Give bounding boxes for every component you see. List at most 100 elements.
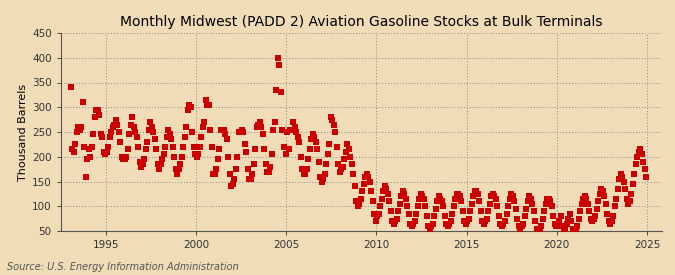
Point bbox=[608, 214, 619, 218]
Point bbox=[504, 197, 515, 201]
Point bbox=[187, 130, 198, 134]
Point bbox=[146, 125, 157, 129]
Point bbox=[161, 135, 172, 139]
Point bbox=[73, 125, 84, 129]
Point bbox=[570, 226, 581, 231]
Point bbox=[474, 199, 485, 204]
Point bbox=[225, 172, 236, 176]
Point bbox=[605, 221, 616, 226]
Point bbox=[399, 192, 410, 196]
Point bbox=[479, 221, 489, 226]
Point bbox=[215, 127, 226, 132]
Point bbox=[291, 130, 302, 134]
Point bbox=[372, 214, 383, 218]
Point bbox=[635, 147, 646, 152]
Point bbox=[207, 145, 217, 149]
Point bbox=[116, 155, 127, 159]
Point bbox=[349, 184, 360, 189]
Point bbox=[296, 167, 307, 171]
Point bbox=[447, 211, 458, 216]
Point bbox=[362, 174, 373, 179]
Point bbox=[100, 152, 111, 156]
Point bbox=[575, 209, 586, 213]
Point bbox=[602, 211, 613, 216]
Point bbox=[238, 130, 249, 134]
Point bbox=[313, 160, 324, 164]
Point bbox=[127, 115, 138, 119]
Point bbox=[277, 127, 288, 132]
Point bbox=[630, 162, 641, 166]
Point bbox=[497, 224, 508, 228]
Point bbox=[610, 204, 620, 208]
Point bbox=[579, 194, 590, 199]
Point bbox=[318, 177, 329, 181]
Point bbox=[441, 221, 452, 226]
Point bbox=[433, 194, 444, 199]
Title: Monthly Midwest (PADD 2) Aviation Gasoline Stocks at Bulk Terminals: Monthly Midwest (PADD 2) Aviation Gasoli… bbox=[120, 15, 602, 29]
Point bbox=[373, 211, 384, 216]
Point bbox=[357, 189, 368, 194]
Point bbox=[268, 127, 279, 132]
Point bbox=[563, 216, 574, 221]
Point bbox=[202, 103, 213, 107]
Point bbox=[542, 197, 553, 201]
Point bbox=[393, 209, 404, 213]
Point bbox=[84, 155, 95, 159]
Point bbox=[632, 155, 643, 159]
Point bbox=[321, 162, 331, 166]
Point bbox=[339, 157, 350, 161]
Point bbox=[596, 187, 607, 191]
Point bbox=[468, 194, 479, 199]
Point bbox=[533, 229, 543, 233]
Point bbox=[627, 182, 638, 186]
Point bbox=[211, 167, 222, 171]
Point bbox=[470, 189, 481, 194]
Point bbox=[286, 127, 297, 132]
Point bbox=[531, 226, 542, 231]
Point bbox=[421, 214, 432, 218]
Point bbox=[587, 219, 597, 223]
Point bbox=[312, 147, 323, 152]
Point bbox=[437, 199, 448, 204]
Point bbox=[173, 167, 184, 171]
Point bbox=[334, 169, 345, 174]
Point bbox=[292, 135, 303, 139]
Point bbox=[258, 132, 269, 137]
Point bbox=[522, 199, 533, 204]
Point bbox=[176, 155, 187, 159]
Point bbox=[199, 120, 210, 124]
Point bbox=[217, 127, 227, 132]
Point bbox=[89, 115, 100, 119]
Point bbox=[446, 219, 456, 223]
Point bbox=[554, 219, 564, 223]
Point bbox=[235, 130, 246, 134]
Point bbox=[140, 147, 151, 152]
Point bbox=[322, 152, 333, 156]
Point bbox=[240, 142, 250, 147]
Point bbox=[450, 197, 461, 201]
Point bbox=[182, 108, 193, 112]
Point bbox=[338, 164, 348, 169]
Point bbox=[622, 197, 632, 201]
Point bbox=[512, 216, 522, 221]
Point bbox=[460, 221, 471, 226]
Point bbox=[486, 194, 497, 199]
Point bbox=[410, 219, 421, 223]
Point bbox=[518, 221, 529, 226]
Point bbox=[611, 197, 622, 201]
Point bbox=[417, 194, 428, 199]
Point bbox=[384, 199, 395, 204]
Point bbox=[593, 199, 603, 204]
Point bbox=[265, 164, 276, 169]
Point bbox=[155, 162, 166, 166]
Point bbox=[509, 199, 520, 204]
Point bbox=[110, 117, 121, 122]
Point bbox=[558, 229, 569, 233]
Point bbox=[589, 216, 599, 221]
Point bbox=[614, 177, 624, 181]
Point bbox=[98, 150, 109, 154]
Point bbox=[197, 125, 208, 129]
Point bbox=[175, 162, 186, 166]
Point bbox=[435, 197, 446, 201]
Point bbox=[576, 202, 587, 206]
